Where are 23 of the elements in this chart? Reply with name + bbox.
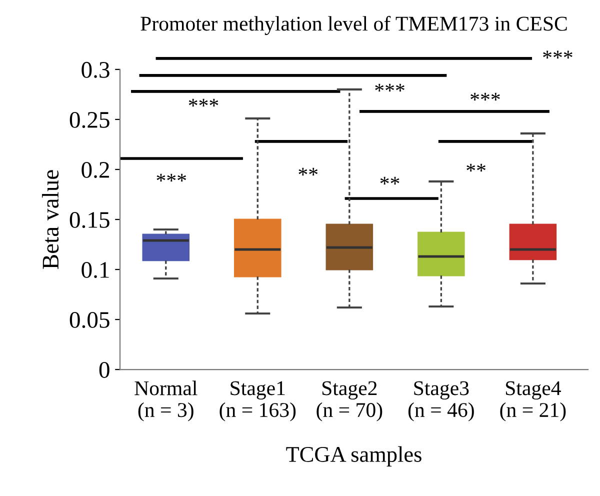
annotation: *** <box>188 98 218 106</box>
annotation: ** <box>380 176 400 184</box>
annotation: *** <box>470 92 500 100</box>
x-tick-label: Stage4 (n = 21) <box>500 381 566 422</box>
y-tick-label: 0.05 <box>70 312 110 328</box>
y-tick-label: 0.2 <box>82 162 109 178</box>
annotation: *** <box>156 174 186 182</box>
y-tick-label: 0.1 <box>82 262 109 278</box>
annotation: ** <box>466 164 486 172</box>
y-tick-label: 0 <box>99 362 110 378</box>
x-axis-title: TCGA samples <box>286 446 422 466</box>
x-tick-label: Stage3 (n = 46) <box>408 381 474 422</box>
y-tick-label: 0.25 <box>70 112 110 128</box>
x-tick-label: Normal (n = 3) <box>134 380 198 422</box>
y-tick-label: 0.3 <box>82 62 110 78</box>
y-axis-title: Beta value <box>42 170 59 269</box>
x-tick-label: Stage1 (n = 163) <box>220 381 296 422</box>
x-tick-label: Stage2 (n = 70) <box>316 381 382 422</box>
y-tick-label: 0.15 <box>70 212 110 228</box>
annotation: ** <box>298 168 318 176</box>
text: *** <box>543 50 572 58</box>
annotation: *** <box>375 84 404 92</box>
chart-title: Promoter methylation level of TMEM173 in CESC <box>140 16 567 36</box>
